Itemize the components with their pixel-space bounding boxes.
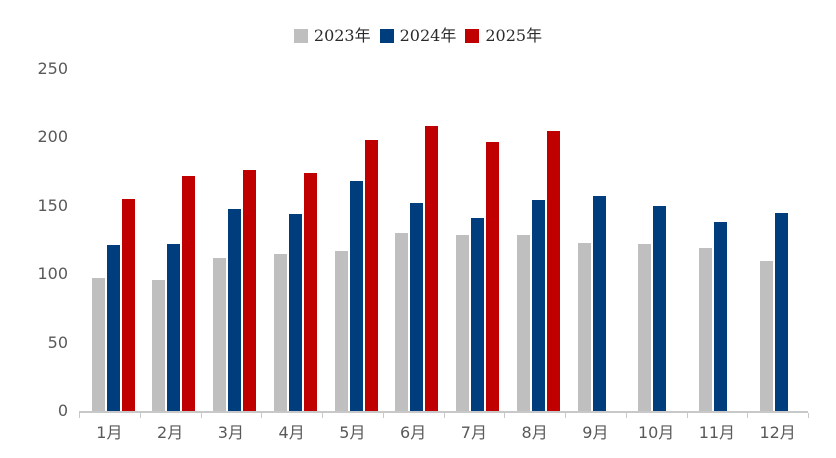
bar-2023年-5月 (334, 250, 348, 411)
x-axis-category-label: 4月 (278, 423, 305, 442)
bar-2023年-1月 (91, 278, 105, 411)
bar-2025年-3月 (243, 170, 257, 411)
x-axis-tick-mark (261, 413, 263, 418)
x-axis-tick-mark (747, 413, 749, 418)
chart-legend: 2023年 2024年 2025年 (0, 27, 836, 44)
x-axis-category-label: 3月 (217, 423, 244, 442)
legend-item-2025年: 2025年 (465, 27, 542, 44)
bar-2024年-9月 (592, 196, 606, 411)
legend-swatch-icon (379, 28, 394, 43)
bar-2023年-11月 (699, 248, 713, 411)
x-axis-category-label: 9月 (582, 423, 609, 442)
bar-2025年-4月 (303, 172, 317, 411)
x-axis-category-label: 7月 (460, 423, 487, 442)
bar-2023年-12月 (759, 260, 773, 411)
bar-2023年-6月 (395, 233, 409, 411)
bar-2024年-3月 (228, 208, 242, 411)
bar-2023年-3月 (213, 257, 227, 411)
y-axis-tick-label: 0 (57, 401, 68, 420)
legend-item-2024年: 2024年 (379, 26, 457, 45)
y-axis-tick-label: 150 (37, 195, 68, 215)
bar-2024年-8月 (531, 200, 545, 411)
x-axis-category-label: 2月 (157, 423, 184, 442)
bar-2025年-2月 (182, 175, 196, 411)
bar-2023年-10月 (638, 244, 652, 411)
bar-2024年-1月 (106, 245, 120, 411)
x-axis-tick-mark (382, 413, 384, 418)
legend-label: 2023年 (313, 26, 371, 45)
bar-2025年-5月 (364, 140, 378, 411)
y-axis-tick-label: 200 (37, 127, 68, 147)
bar-2023年-2月 (152, 279, 166, 411)
bar-2025年-1月 (121, 198, 135, 411)
bar-2025年-8月 (546, 130, 560, 411)
x-axis-category-label: 8月 (521, 423, 548, 442)
x-axis-category-label: 10月 (637, 423, 675, 442)
bar-2023年-7月 (456, 234, 470, 411)
bar-2024年-6月 (410, 203, 424, 411)
legend-swatch-icon (465, 28, 480, 43)
legend-item-2023年: 2023年 (293, 26, 371, 45)
bar-2024年-7月 (471, 218, 485, 411)
bar-2024年-10月 (653, 205, 667, 411)
x-axis-tick-mark (504, 413, 506, 418)
bar-2025年-7月 (486, 141, 500, 411)
x-axis-tick-mark (565, 413, 566, 418)
x-axis-tick-mark (625, 413, 627, 418)
bar-2024年-5月 (349, 181, 363, 411)
legend-label: 2024年 (399, 26, 457, 45)
x-axis-tick-mark (808, 413, 809, 418)
x-axis-tick-mark (200, 413, 202, 418)
x-axis-category-label: 12月 (759, 423, 796, 442)
bar-2025年-6月 (425, 126, 439, 411)
x-axis-category-label: 6月 (400, 423, 427, 442)
x-axis-tick-mark (322, 413, 323, 418)
y-axis-tick-label: 100 (37, 264, 68, 284)
y-axis-tick-label: 50 (47, 332, 68, 352)
bar-2024年-2月 (167, 244, 181, 411)
bar-2023年-4月 (273, 253, 287, 411)
x-axis-category-label: 1月 (96, 423, 123, 442)
bar-2024年-12月 (774, 212, 788, 411)
bar-2024年-4月 (288, 214, 302, 411)
x-axis-tick-mark (139, 413, 141, 418)
x-axis-tick-mark (686, 413, 688, 418)
bar-2023年-9月 (577, 242, 591, 411)
bar-2024年-11月 (714, 222, 728, 411)
legend-label: 2025年 (485, 26, 543, 45)
x-axis-category-label: 5月 (339, 423, 366, 442)
x-axis-line (79, 411, 808, 413)
y-axis-tick-label: 250 (37, 59, 68, 78)
x-axis-tick-mark (443, 413, 445, 418)
bar-2023年-8月 (516, 234, 530, 411)
x-axis-tick-mark (79, 413, 80, 418)
x-axis-category-label: 11月 (698, 423, 736, 442)
legend-swatch-icon (293, 28, 308, 43)
